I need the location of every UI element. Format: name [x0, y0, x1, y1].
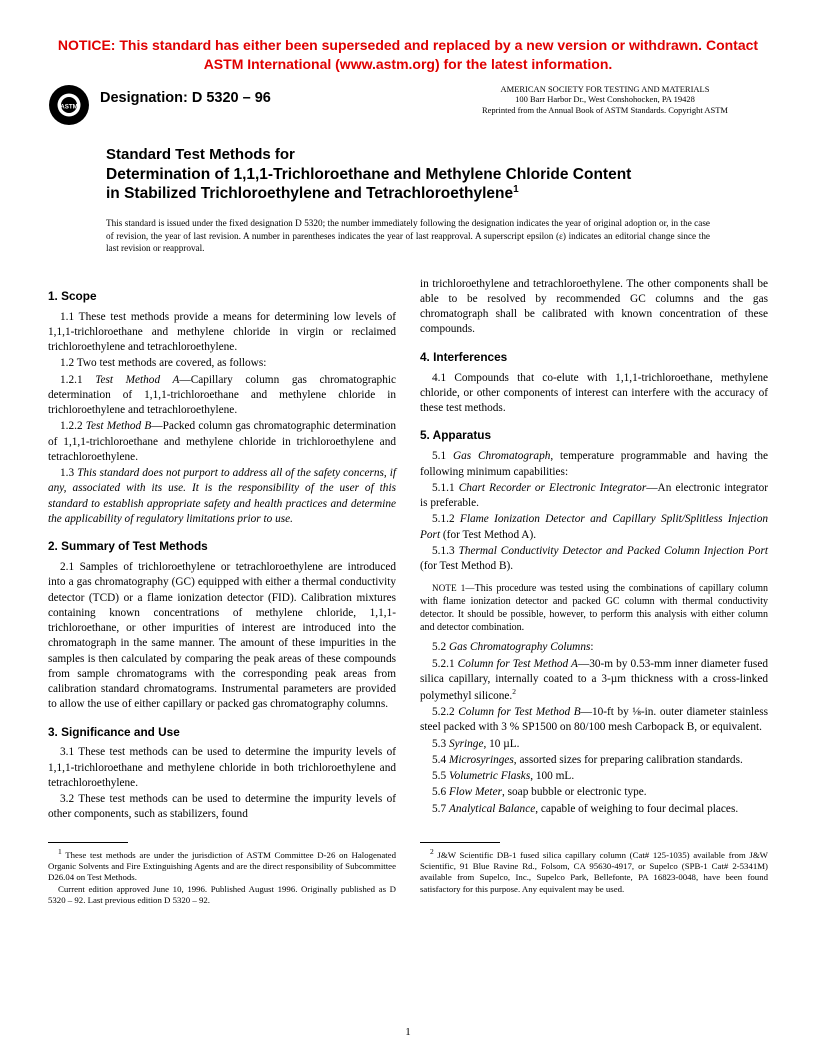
- para-term: Column for Test Method B: [458, 706, 581, 718]
- para-num: 1.2.1: [60, 374, 95, 386]
- para-term: Volumetric Flasks: [449, 770, 530, 782]
- section-head-interferences: 4. Interferences: [420, 350, 768, 366]
- para: 5.5 Volumetric Flasks, 100 mL.: [420, 769, 768, 784]
- para-num: 1.2.2: [60, 420, 86, 432]
- title-kicker: Standard Test Methods for: [106, 146, 646, 165]
- para-term: Analytical Balance: [449, 803, 535, 815]
- para-term: Column for Test Method A: [458, 658, 578, 670]
- para-num: 5.2: [432, 641, 449, 653]
- para-num: 5.4: [432, 754, 449, 766]
- right-column: in trichloroethylene and tetrachloroethy…: [420, 277, 768, 824]
- para: 1.2.2 Test Method B—Packed column gas ch…: [48, 419, 396, 465]
- para: 3.2 These test methods can be used to de…: [48, 792, 396, 823]
- footnote-text: These test methods are under the jurisdi…: [48, 850, 396, 883]
- svg-text:ASTM: ASTM: [60, 103, 78, 110]
- para: 5.7 Analytical Balance, capable of weigh…: [420, 802, 768, 817]
- withdrawn-notice: NOTICE: This standard has either been su…: [48, 36, 768, 74]
- document-title: Standard Test Methods for Determination …: [106, 146, 646, 204]
- section-head-scope: 1. Scope: [48, 289, 396, 305]
- footnote-rule: [420, 842, 500, 843]
- para-num: 5.1.1: [432, 482, 459, 494]
- para-text: This standard does not purport to addres…: [48, 467, 396, 525]
- section-head-apparatus: 5. Apparatus: [420, 428, 768, 444]
- footnote-ref: 2: [512, 687, 516, 696]
- section-head-summary: 2. Summary of Test Methods: [48, 539, 396, 555]
- para: 5.2 Gas Chromatography Columns:: [420, 640, 768, 655]
- para-term: Gas Chromatography Columns: [449, 641, 590, 653]
- para: 1.3 This standard does not purport to ad…: [48, 466, 396, 527]
- para: 5.3 Syringe, 10 µL.: [420, 737, 768, 752]
- footnote-left: 1 These test methods are under the juris…: [48, 842, 396, 907]
- footnote-1: 1 These test methods are under the juris…: [48, 847, 396, 884]
- para-num: 5.1: [432, 450, 453, 462]
- para-num: 5.7: [432, 803, 449, 815]
- body-columns: 1. Scope 1.1 These test methods provide …: [48, 277, 768, 824]
- para-text: , capable of weighing to four decimal pl…: [535, 803, 738, 815]
- section-head-significance: 3. Significance and Use: [48, 725, 396, 741]
- publisher-copyright: Reprinted from the Annual Book of ASTM S…: [482, 105, 728, 116]
- para-term: Chart Recorder or Electronic Integrator: [459, 482, 647, 494]
- para-num: 5.1.3: [432, 545, 459, 557]
- para: 5.2.2 Column for Test Method B—10-ft by …: [420, 705, 768, 736]
- para-text: , soap bubble or electronic type.: [502, 786, 647, 798]
- para: 5.1.2 Flame Ionization Detector and Capi…: [420, 512, 768, 543]
- para-text: , 100 mL.: [530, 770, 574, 782]
- publisher-address: 100 Barr Harbor Dr., West Conshohocken, …: [482, 94, 728, 105]
- left-column: 1. Scope 1.1 These test methods provide …: [48, 277, 396, 824]
- para-term: Flow Meter: [449, 786, 502, 798]
- para-text: , 10 µL.: [483, 738, 519, 750]
- footnote-1b: Current edition approved June 10, 1996. …: [48, 884, 396, 907]
- para: 5.6 Flow Meter, soap bubble or electroni…: [420, 785, 768, 800]
- designation: Designation: D 5320 – 96: [100, 90, 271, 106]
- footnote-2: 2 J&W Scientific DB-1 fused silica capil…: [420, 847, 768, 896]
- para: 2.1 Samples of trichloroethylene or tetr…: [48, 560, 396, 713]
- para-num: 5.2.2: [432, 706, 458, 718]
- para-num: 5.2.1: [432, 658, 458, 670]
- note-label: NOTE 1—: [432, 583, 475, 593]
- para: 5.4 Microsyringes, assorted sizes for pr…: [420, 753, 768, 768]
- para: 5.1 Gas Chromatograph, temperature progr…: [420, 449, 768, 480]
- para: 1.2.1 Test Method A—Capillary column gas…: [48, 373, 396, 419]
- para: 5.1.3 Thermal Conductivity Detector and …: [420, 544, 768, 575]
- para: 1.2 Two test methods are covered, as fol…: [48, 356, 396, 371]
- title-footnote-ref: 1: [513, 184, 519, 195]
- title-main-text: Determination of 1,1,1-Trichloroethane a…: [106, 166, 631, 203]
- astm-logo: ASTM: [48, 84, 90, 126]
- para: 5.1.1 Chart Recorder or Electronic Integ…: [420, 481, 768, 512]
- para-term: Microsyringes: [449, 754, 514, 766]
- doc-header: ASTM Designation: D 5320 – 96 AMERICAN S…: [48, 84, 768, 126]
- para-term: Syringe: [449, 738, 484, 750]
- para-text: (for Test Method A).: [440, 529, 536, 541]
- page-number: 1: [0, 1026, 816, 1038]
- para-text: :: [590, 641, 593, 653]
- note: NOTE 1—This procedure was tested using t…: [420, 582, 768, 634]
- title-main: Determination of 1,1,1-Trichloroethane a…: [106, 165, 646, 204]
- issuance-note: This standard is issued under the fixed …: [106, 217, 710, 254]
- publisher-name: AMERICAN SOCIETY FOR TESTING AND MATERIA…: [482, 84, 728, 95]
- para-continuation: in trichloroethylene and tetrachloroethy…: [420, 277, 768, 338]
- footnote-right: 2 J&W Scientific DB-1 fused silica capil…: [420, 842, 768, 907]
- para-term: Thermal Conductivity Detector and Packed…: [459, 545, 768, 557]
- para-term: Test Method A: [95, 374, 179, 386]
- footnote-rule: [48, 842, 128, 843]
- para: 3.1 These test methods can be used to de…: [48, 745, 396, 791]
- para-num: 5.1.2: [432, 513, 460, 525]
- para-num: 1.3: [60, 467, 77, 479]
- para: 1.1 These test methods provide a means f…: [48, 310, 396, 356]
- para-term: Gas Chromatograph: [453, 450, 550, 462]
- footnote-text: J&W Scientific DB-1 fused silica capilla…: [420, 850, 768, 894]
- para-text: (for Test Method B).: [420, 560, 513, 572]
- publisher-block: AMERICAN SOCIETY FOR TESTING AND MATERIA…: [482, 84, 728, 116]
- para-term: Test Method B: [86, 420, 152, 432]
- footnotes: 1 These test methods are under the juris…: [48, 842, 768, 907]
- para: 5.2.1 Column for Test Method A—30-m by 0…: [420, 657, 768, 705]
- para-num: 5.3: [432, 738, 449, 750]
- para-num: 5.5: [432, 770, 449, 782]
- para: 4.1 Compounds that co-elute with 1,1,1-t…: [420, 371, 768, 417]
- para-text: , assorted sizes for preparing calibrati…: [514, 754, 743, 766]
- para-num: 5.6: [432, 786, 449, 798]
